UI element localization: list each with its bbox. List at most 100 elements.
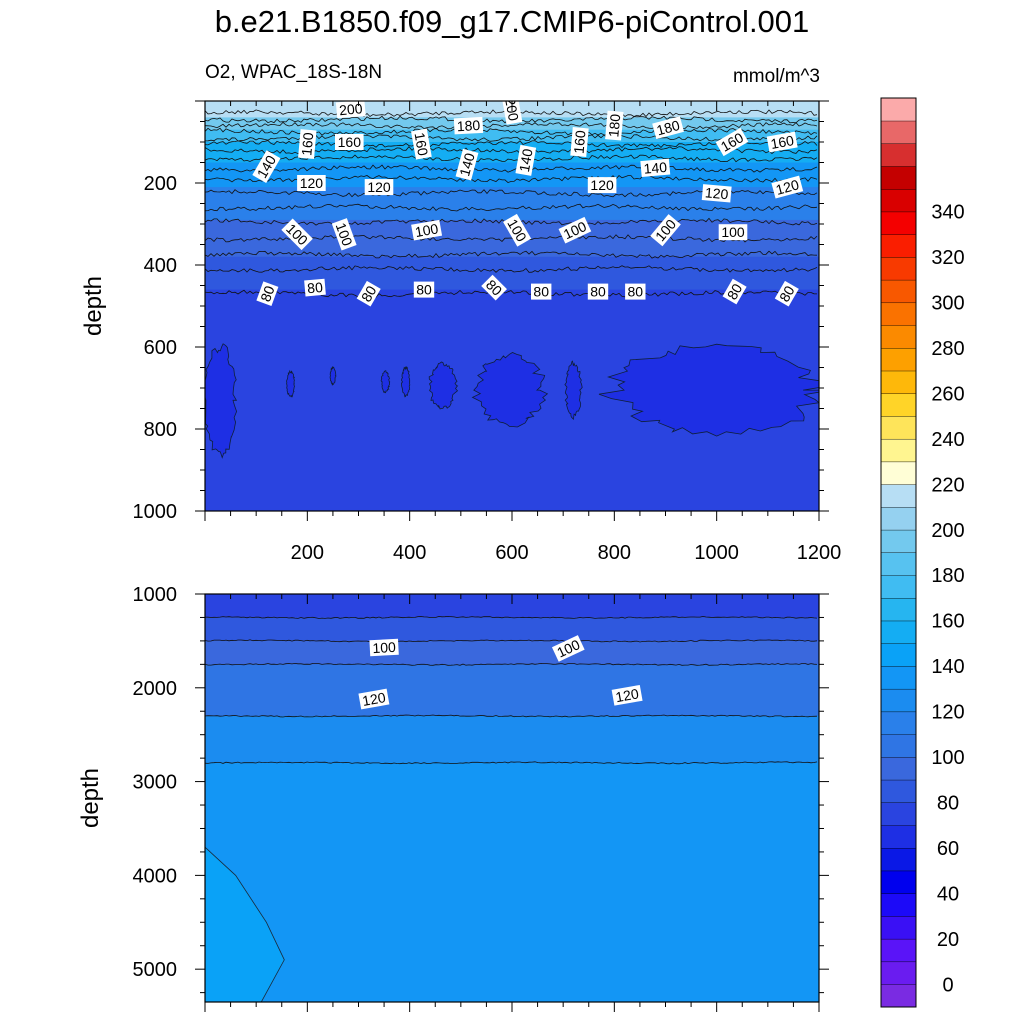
filled-band bbox=[205, 617, 819, 642]
contour-label-text: 120 bbox=[614, 685, 640, 705]
colorbar-tick-label: 120 bbox=[931, 702, 964, 724]
colorbar-swatch bbox=[880, 325, 917, 349]
y-tick-label: 800 bbox=[144, 419, 177, 441]
colorbar-tick-label: 180 bbox=[931, 565, 964, 587]
contour-label-box bbox=[369, 638, 399, 657]
contour-label-text: 100 bbox=[414, 220, 440, 240]
contour-line bbox=[205, 265, 818, 273]
filled-band bbox=[205, 640, 819, 665]
y-tick-label: 600 bbox=[144, 337, 177, 359]
colorbar-swatch bbox=[880, 802, 917, 826]
colorbar-swatch bbox=[880, 756, 917, 781]
low-oxygen-patch bbox=[329, 366, 337, 386]
colorbar-swatch bbox=[880, 97, 917, 122]
filled-band bbox=[205, 594, 819, 618]
contour-label: 120 bbox=[611, 684, 643, 706]
colorbar-swatch bbox=[880, 825, 917, 849]
contour-label-box bbox=[722, 278, 747, 305]
contour-label: 160 bbox=[570, 127, 589, 157]
contour-label-box bbox=[652, 116, 684, 140]
contour-label-box bbox=[503, 213, 532, 247]
contour-label-box bbox=[587, 177, 617, 194]
contour-label-text: 80 bbox=[257, 283, 277, 303]
contour-label-box bbox=[304, 278, 326, 297]
contour-label: 140 bbox=[455, 148, 479, 181]
colorbar-swatch bbox=[880, 484, 917, 508]
y-tick-label: 200 bbox=[144, 173, 177, 195]
contour-label: 140 bbox=[640, 158, 671, 178]
high-oxygen-patch bbox=[205, 846, 285, 1002]
y-tick-label: 400 bbox=[144, 255, 177, 277]
contour-line bbox=[205, 615, 818, 619]
colorbar-tick-label: 240 bbox=[931, 429, 964, 451]
contour-line bbox=[205, 662, 818, 666]
contour-label-text: 160 bbox=[769, 132, 795, 152]
contour-label: 80 bbox=[587, 283, 609, 300]
filled-band bbox=[205, 664, 819, 717]
colorbar-tick-label: 300 bbox=[931, 293, 964, 315]
colorbar-swatch bbox=[880, 643, 917, 667]
contour-label-text: 180 bbox=[655, 117, 682, 139]
contour-label-text: 120 bbox=[704, 184, 729, 202]
contour-label: 80 bbox=[722, 278, 747, 305]
contour-label-box bbox=[335, 134, 364, 150]
contour-label-box bbox=[356, 280, 381, 307]
contour-label-text: 100 bbox=[721, 224, 745, 240]
contour-label-text: 120 bbox=[361, 689, 387, 709]
contour-label-text: 140 bbox=[456, 151, 478, 178]
contour-label-box bbox=[455, 148, 479, 181]
contour-label-text: 80 bbox=[533, 284, 549, 300]
colorbar-swatch bbox=[880, 188, 917, 213]
contour-label-text: 80 bbox=[358, 283, 380, 305]
filled-band bbox=[205, 762, 819, 1002]
contour-label-box bbox=[570, 127, 589, 157]
contour-label-text: 80 bbox=[307, 279, 324, 296]
colorbar-tick-label: 40 bbox=[937, 883, 959, 905]
contour-label-box bbox=[551, 635, 585, 662]
contour-label: 80 bbox=[356, 280, 381, 307]
colorbar-swatch bbox=[880, 143, 917, 167]
low-oxygen-patch bbox=[564, 360, 583, 421]
contour-label-text: 80 bbox=[724, 281, 746, 303]
colorbar-swatch bbox=[880, 529, 917, 554]
contour-line bbox=[205, 154, 818, 163]
contour-label-text: 140 bbox=[516, 147, 536, 173]
colorbar-swatch bbox=[880, 961, 917, 985]
contour-label-text: 180 bbox=[605, 113, 623, 138]
contour-label-text: 120 bbox=[590, 177, 614, 193]
contour-label-text: 80 bbox=[590, 284, 606, 300]
contour-label: 80 bbox=[413, 281, 435, 298]
contour-label: 140 bbox=[515, 144, 537, 176]
colorbar-swatch bbox=[880, 393, 917, 417]
contour-label: 180 bbox=[652, 116, 684, 140]
contour-label-text: 80 bbox=[776, 283, 798, 305]
y-axis-label: depth bbox=[80, 276, 107, 336]
contour-label: 80 bbox=[774, 280, 799, 307]
low-oxygen-patch bbox=[428, 361, 459, 410]
variable-region-label: O2, WPAC_18S-18N bbox=[205, 62, 383, 83]
contour-label: 200 bbox=[335, 101, 366, 119]
contour-label-box bbox=[515, 144, 537, 176]
colorbar-frame bbox=[880, 97, 917, 1008]
contour-line bbox=[205, 203, 818, 212]
contour-line bbox=[205, 639, 818, 643]
colorbar-swatch bbox=[880, 893, 917, 917]
contour-label-text: 80 bbox=[416, 282, 432, 298]
contour-label: 160 bbox=[335, 134, 364, 150]
contour-label: 80 bbox=[481, 274, 507, 301]
colorbar: 0 20 40 60 80 100 120 140 160 180 200 220 240 260 280 3… bbox=[880, 97, 965, 1008]
contour-line bbox=[205, 761, 818, 765]
contour-label-box bbox=[558, 216, 592, 244]
colorbar-swatch bbox=[880, 234, 917, 258]
contour-label-box bbox=[611, 684, 643, 706]
contour-label-text: 120 bbox=[774, 176, 801, 198]
contour-label-box bbox=[413, 281, 435, 298]
colorbar-tick-label: 0 bbox=[942, 974, 953, 996]
contour-label-box bbox=[766, 131, 798, 153]
contour-label-box bbox=[252, 150, 281, 183]
colorbar-tick-label: 140 bbox=[931, 656, 964, 678]
